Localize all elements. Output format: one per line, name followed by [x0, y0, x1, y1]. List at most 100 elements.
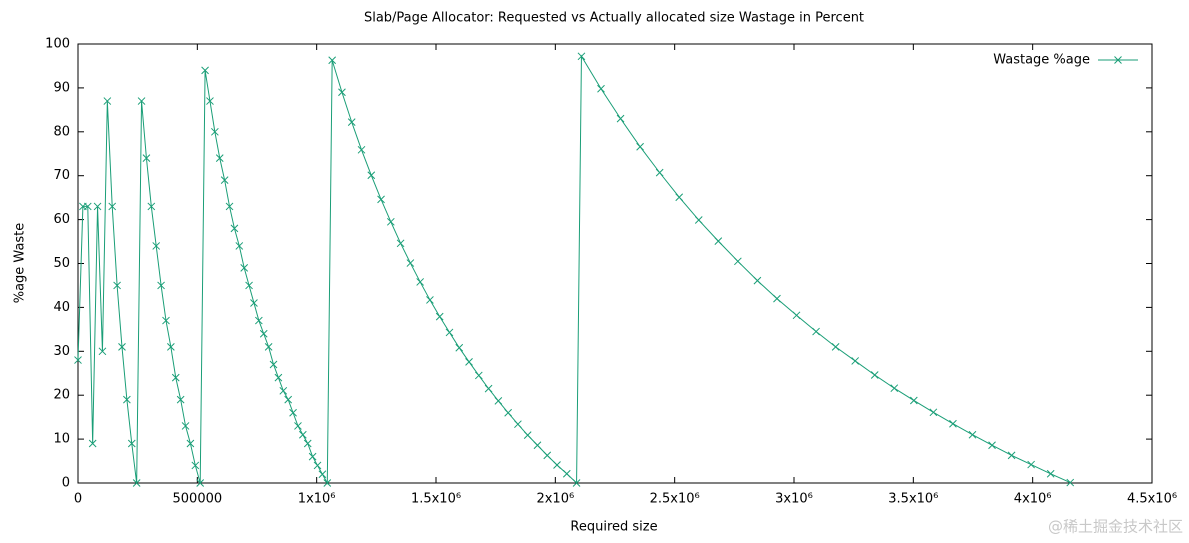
point-marker	[504, 408, 512, 417]
point-marker	[831, 343, 840, 351]
point-marker	[328, 56, 337, 65]
y-tick-label: 60	[53, 212, 70, 227]
x-tick-label: 500000	[173, 492, 223, 507]
point-marker	[577, 52, 586, 61]
point-marker	[553, 461, 561, 469]
point-marker	[191, 461, 200, 470]
point-marker	[753, 276, 762, 285]
x-tick-label: 1.5x10⁶	[411, 492, 461, 507]
point-marker	[167, 343, 175, 351]
y-tick-label: 20	[53, 388, 70, 403]
point-marker	[186, 439, 195, 448]
point-marker	[171, 373, 180, 382]
point-marker	[250, 299, 258, 307]
point-marker	[93, 202, 102, 211]
point-marker	[157, 281, 165, 290]
point-marker	[968, 430, 977, 439]
point-marker	[812, 327, 820, 336]
point-marker	[543, 451, 552, 460]
point-marker	[494, 397, 503, 405]
point-marker	[235, 242, 244, 250]
point-marker	[176, 395, 185, 404]
point-marker	[196, 479, 205, 487]
point-marker	[396, 239, 405, 248]
point-marker	[675, 193, 684, 202]
point-marker	[890, 384, 899, 393]
legend-marker	[1114, 56, 1122, 64]
chart-title: Slab/Page Allocator: Requested vs Actual…	[364, 11, 864, 26]
point-marker	[259, 329, 268, 338]
point-marker	[406, 259, 415, 267]
x-tick-label: 4.5x10⁶	[1127, 492, 1177, 507]
point-marker	[523, 431, 532, 440]
point-marker	[426, 296, 434, 304]
point-marker	[792, 311, 801, 320]
point-marker	[279, 386, 288, 395]
x-axis-label: Required size	[570, 520, 657, 535]
point-marker	[225, 202, 234, 211]
y-tick-label: 80	[53, 124, 70, 139]
point-marker	[445, 328, 454, 337]
point-marker	[284, 395, 293, 404]
y-tick-label: 40	[53, 300, 70, 315]
point-marker	[484, 384, 493, 393]
y-tick-label: 70	[53, 168, 70, 183]
point-marker	[308, 452, 317, 461]
y-tick-label: 0	[62, 476, 70, 491]
point-marker	[201, 66, 209, 75]
point-marker	[108, 202, 117, 211]
point-marker	[655, 168, 664, 177]
point-marker	[1066, 478, 1075, 487]
point-marker	[88, 439, 97, 448]
point-marker	[230, 224, 239, 233]
point-marker	[562, 469, 571, 478]
y-tick-label: 30	[53, 344, 70, 359]
point-marker	[313, 461, 322, 470]
y-tick-label: 10	[53, 432, 70, 447]
point-marker	[367, 171, 376, 180]
point-marker	[289, 408, 297, 417]
point-marker	[294, 422, 302, 430]
point-marker	[386, 217, 395, 226]
point-marker	[474, 371, 483, 380]
point-marker	[929, 408, 938, 417]
point-marker	[98, 347, 107, 356]
y-tick-label: 50	[53, 256, 70, 271]
point-marker	[694, 216, 703, 224]
point-marker	[455, 343, 464, 352]
point-marker	[616, 114, 625, 123]
x-tick-label: 3.5x10⁶	[888, 492, 938, 507]
point-marker	[206, 97, 214, 105]
point-marker	[303, 439, 312, 448]
point-marker	[118, 343, 126, 351]
x-tick-label: 2x10⁶	[536, 492, 574, 507]
point-marker	[74, 356, 82, 364]
point-marker	[240, 264, 249, 272]
point-marker	[274, 373, 283, 382]
point-marker	[269, 360, 278, 369]
point-marker	[597, 84, 605, 93]
point-marker	[215, 154, 224, 162]
point-marker	[714, 237, 723, 245]
point-marker	[988, 441, 996, 450]
x-tick-label: 0	[74, 492, 82, 507]
point-marker	[949, 419, 957, 428]
x-tick-label: 3x10⁶	[775, 492, 813, 507]
point-marker	[181, 422, 190, 430]
point-marker	[298, 430, 307, 439]
point-marker	[909, 396, 918, 405]
point-marker	[514, 420, 522, 429]
point-marker	[377, 195, 385, 204]
point-marker	[137, 97, 146, 105]
legend-label: Wastage %age	[993, 53, 1090, 68]
point-marker	[357, 145, 366, 154]
point-marker	[142, 154, 151, 162]
point-marker	[851, 357, 860, 365]
x-tick-label: 4x10⁶	[1014, 492, 1052, 507]
point-marker	[245, 281, 253, 290]
point-marker	[254, 316, 263, 325]
point-marker	[103, 97, 112, 105]
point-marker	[734, 257, 742, 266]
